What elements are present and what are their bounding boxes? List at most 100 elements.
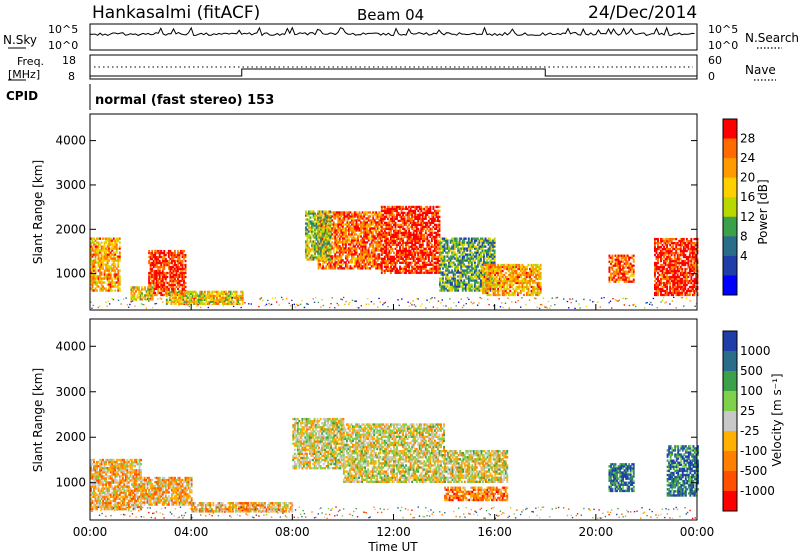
cpid-text: normal (fast stereo) 153 xyxy=(95,93,274,108)
data-cell xyxy=(379,217,382,220)
data-cell xyxy=(149,253,152,257)
data-cell xyxy=(309,238,312,241)
data-cell xyxy=(663,281,666,285)
data-cell xyxy=(375,247,378,250)
data-cell xyxy=(154,269,157,273)
data-cell xyxy=(105,273,108,276)
data-cell xyxy=(510,281,513,285)
data-cell xyxy=(169,261,172,265)
data-cell xyxy=(513,271,516,275)
data-cell xyxy=(169,269,172,273)
data-cell xyxy=(454,263,457,266)
data-cell xyxy=(114,247,117,250)
data-cell xyxy=(334,263,337,266)
data-cell xyxy=(532,273,534,277)
data-cell xyxy=(667,271,670,275)
data-cell xyxy=(475,289,478,292)
data-cell xyxy=(375,237,378,240)
data-cell xyxy=(506,287,509,291)
data-cell xyxy=(626,272,629,275)
data-cell xyxy=(97,255,100,258)
data-cell xyxy=(114,253,117,256)
data-cell xyxy=(654,287,656,291)
data-cell xyxy=(94,279,97,282)
data-cell xyxy=(108,255,111,258)
data-cell xyxy=(412,233,415,237)
data-cell xyxy=(385,269,388,272)
data-cell xyxy=(152,289,155,293)
data-cell xyxy=(667,279,670,283)
data-cell xyxy=(335,211,338,214)
data-cell xyxy=(513,277,516,281)
data-cell xyxy=(440,255,443,258)
data-cell xyxy=(539,289,542,293)
data-cell xyxy=(394,215,397,219)
data-cell xyxy=(421,221,424,225)
data-cell xyxy=(355,259,358,262)
data-cell xyxy=(392,209,395,213)
data-cell xyxy=(97,277,100,280)
data-cell xyxy=(184,302,186,305)
data-cell xyxy=(118,277,121,280)
data-cell xyxy=(491,267,494,271)
data-cell xyxy=(445,251,447,254)
data-cell xyxy=(501,283,504,287)
data-cell xyxy=(536,269,539,273)
data-cell xyxy=(486,253,488,256)
data-cell xyxy=(311,210,313,213)
data-cell xyxy=(426,223,429,227)
data-cell xyxy=(341,211,344,214)
data-cell xyxy=(320,234,323,237)
data-cell xyxy=(489,289,492,292)
data-cell xyxy=(472,279,475,282)
data-cell xyxy=(519,269,522,273)
data-cell xyxy=(352,245,355,248)
data-cell xyxy=(539,271,542,275)
data-cell xyxy=(154,261,157,265)
data-cell xyxy=(666,257,669,261)
data-cell xyxy=(427,241,430,245)
data-cell xyxy=(491,279,494,283)
data-cell xyxy=(337,267,340,270)
data-cell xyxy=(351,215,353,218)
data-cell xyxy=(108,259,111,262)
data-cell xyxy=(405,271,408,274)
data-cell xyxy=(312,250,315,253)
data-cell xyxy=(312,248,315,251)
data-cell xyxy=(458,243,461,246)
data-cell xyxy=(417,261,420,264)
data-cell xyxy=(376,263,379,266)
data-cell xyxy=(469,275,472,278)
data-cell xyxy=(503,265,506,269)
data-cell xyxy=(409,257,412,260)
data-cell xyxy=(616,262,618,265)
data-cell xyxy=(446,259,449,262)
data-cell xyxy=(172,289,175,293)
data-cell xyxy=(335,247,338,250)
data-cell xyxy=(352,221,355,224)
data-cell xyxy=(379,211,382,214)
data-cell xyxy=(187,296,190,299)
data-cell xyxy=(322,267,325,270)
data-cell xyxy=(372,259,375,262)
data-cell xyxy=(460,259,463,262)
data-cell xyxy=(163,251,166,255)
data-cell xyxy=(341,229,344,232)
data-cell xyxy=(418,239,421,243)
data-cell xyxy=(103,243,106,246)
data-cell xyxy=(489,239,492,242)
data-cell xyxy=(111,285,114,288)
data-cell xyxy=(654,245,656,249)
data-cell xyxy=(622,274,625,277)
data-cell xyxy=(372,229,375,232)
data-cell xyxy=(403,229,406,233)
data-cell xyxy=(318,250,321,253)
data-cell xyxy=(426,209,429,213)
data-cell xyxy=(163,249,166,253)
data-cell xyxy=(454,281,457,284)
data-cell xyxy=(486,249,488,252)
data-cell xyxy=(355,227,358,230)
data-cell xyxy=(378,237,381,240)
data-cell xyxy=(320,252,323,255)
data-cell xyxy=(397,269,400,272)
